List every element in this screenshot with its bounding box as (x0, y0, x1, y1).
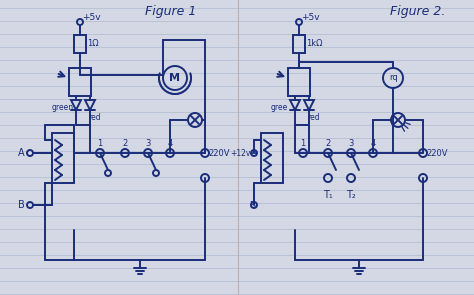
Text: Figure 2.: Figure 2. (390, 6, 446, 19)
Text: A: A (18, 148, 25, 158)
Text: 220V: 220V (426, 148, 447, 158)
Bar (69, 68, 91, 96)
Text: 4: 4 (370, 140, 375, 148)
Text: 1kΩ: 1kΩ (306, 40, 322, 48)
Text: 1: 1 (301, 140, 306, 148)
Text: red: red (307, 114, 319, 122)
Text: 1: 1 (97, 140, 103, 148)
Bar (293, 35, 305, 53)
Text: M: M (170, 73, 181, 83)
Text: B: B (18, 200, 25, 210)
Bar (288, 68, 310, 96)
Text: red: red (88, 114, 100, 122)
Text: green: green (52, 104, 74, 112)
Text: T₁: T₁ (323, 190, 333, 200)
Text: +5v: +5v (301, 14, 319, 22)
Text: 1Ω: 1Ω (87, 40, 99, 48)
Bar (52, 133, 74, 183)
Text: rq: rq (389, 73, 398, 83)
Text: 4: 4 (167, 140, 173, 148)
Text: T₂: T₂ (346, 190, 356, 200)
Text: A: A (251, 148, 257, 158)
Text: 2: 2 (122, 140, 128, 148)
Text: 2: 2 (325, 140, 331, 148)
Text: B: B (249, 201, 255, 209)
Text: +12v: +12v (230, 148, 250, 158)
Text: 3: 3 (348, 140, 354, 148)
Bar (261, 133, 283, 183)
Text: 220V: 220V (208, 148, 229, 158)
Text: +5v: +5v (82, 14, 100, 22)
Text: Figure 1: Figure 1 (145, 6, 196, 19)
Text: 3: 3 (146, 140, 151, 148)
Text: gree: gree (271, 104, 288, 112)
Bar (74, 35, 86, 53)
